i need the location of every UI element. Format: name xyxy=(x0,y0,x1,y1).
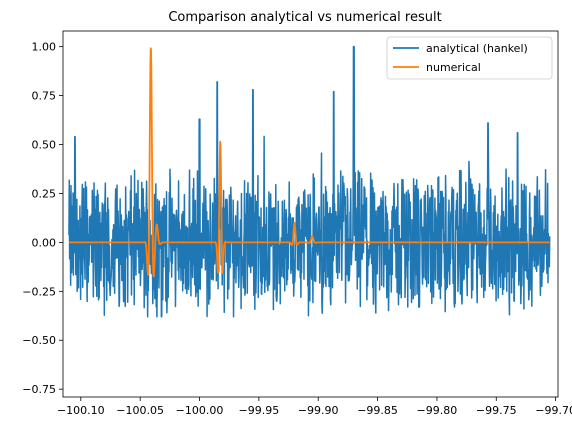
series-layer xyxy=(69,47,550,317)
x-tick-label: −99.80 xyxy=(417,404,458,417)
y-tick-label: 0.75 xyxy=(32,90,57,103)
y-tick-label: −0.25 xyxy=(22,285,56,298)
x-tick-label: −99.85 xyxy=(357,404,398,417)
chart-title: Comparison analytical vs numerical resul… xyxy=(168,10,441,25)
series-line-analytical xyxy=(69,47,550,317)
y-tick-label: −0.50 xyxy=(22,334,56,347)
x-tick-label: −100.05 xyxy=(116,404,164,417)
x-tick-label: −99.70 xyxy=(535,404,572,417)
legend: analytical (hankel) numerical xyxy=(387,37,552,79)
y-tick-label: 0.25 xyxy=(32,187,57,200)
x-tick-label: −99.75 xyxy=(476,404,517,417)
x-tick-label: −100.00 xyxy=(176,404,224,417)
plot-clip-group xyxy=(69,47,550,317)
y-axis: −0.75 −0.50 −0.25 0.00 0.25 0.50 0.75 1.00 xyxy=(22,41,63,397)
x-tick-label: −99.90 xyxy=(298,404,339,417)
y-tick-label: 1.00 xyxy=(32,41,57,54)
x-tick-label: −100.10 xyxy=(57,404,105,417)
y-tick-label: 0.50 xyxy=(32,139,57,152)
legend-label-numerical: numerical xyxy=(426,61,481,74)
x-axis: −100.10 −100.05 −100.00 −99.95 −99.90 −99.85 −… xyxy=(57,397,572,417)
x-tick-label: −99.95 xyxy=(239,404,280,417)
series-line-numerical xyxy=(69,48,550,276)
y-tick-label: 0.00 xyxy=(32,236,57,249)
y-tick-label: −0.75 xyxy=(22,383,56,396)
legend-label-analytical: analytical (hankel) xyxy=(426,42,528,55)
